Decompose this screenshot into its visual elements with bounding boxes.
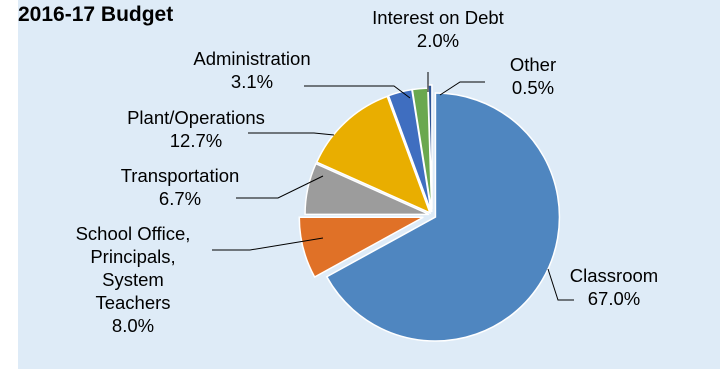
pie-slice-transportation: [304, 162, 430, 216]
slice-label-line: Transportation: [121, 165, 240, 186]
slice-label-line: Interest on Debt: [372, 7, 504, 28]
slice-value-label: 8.0%: [112, 315, 154, 336]
slice-value-label: 3.1%: [231, 71, 273, 92]
slice-value-label: 12.7%: [170, 130, 222, 151]
slice-label-line: Classroom: [570, 265, 658, 286]
chart-title: 2016-17 Budget: [18, 3, 174, 26]
leader-line-other: [439, 81, 485, 96]
leader-line-school-office-principals-system-teachers: [212, 237, 324, 251]
leader-line-transportation: [236, 175, 324, 199]
leader-line-classroom: [547, 268, 574, 301]
slice-label-line: School Office,: [76, 223, 191, 244]
slice-label-line: Teachers: [95, 292, 170, 313]
slice-label-plant-operations: Plant/Operations 12.7%: [127, 107, 265, 151]
slice-value-label: 2.0%: [417, 30, 459, 51]
slice-label-classroom: Classroom 67.0%: [570, 265, 658, 309]
pie-slice-plant-operations: [315, 95, 432, 215]
slice-label-transportation: Transportation 6.7%: [121, 165, 240, 209]
slice-label-administration: Administration 3.1%: [193, 48, 310, 92]
pie-slice-school-office-principals-system-teachers: [298, 216, 424, 278]
slice-label-line: System: [102, 269, 164, 290]
slice-label-line: Plant/Operations: [127, 107, 265, 128]
slice-label-school-office-principals-system-teachers: School Office, Principals, System Teachers 8…: [76, 223, 191, 336]
slice-label-line: Administration: [193, 48, 310, 69]
leader-line-plant-operations: [248, 132, 335, 136]
slice-label-interest-on-debt: Interest on Debt 2.0%: [372, 7, 504, 51]
leader-line-administration: [304, 85, 411, 99]
pie-slice-classroom: [325, 92, 561, 342]
slice-value-label: 6.7%: [159, 188, 201, 209]
slice-label-other: Other 0.5%: [510, 54, 556, 98]
slice-value-label: 67.0%: [588, 288, 640, 309]
slice-value-label: 0.5%: [512, 77, 554, 98]
slice-label-line: Principals,: [90, 246, 175, 267]
slice-label-line: Other: [510, 54, 556, 75]
